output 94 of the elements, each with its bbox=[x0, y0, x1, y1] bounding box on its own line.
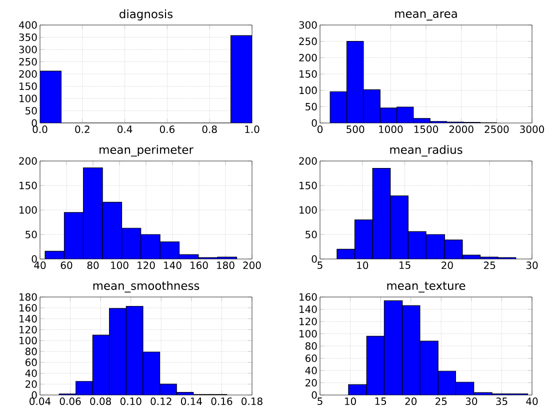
y-tick-label: 100 bbox=[300, 206, 317, 214]
y-tick-label: 100 bbox=[20, 206, 37, 214]
x-tick-label: 0.10 bbox=[120, 398, 142, 406]
y-tick-label: 200 bbox=[299, 157, 317, 165]
x-tick-label: 100 bbox=[111, 262, 128, 270]
y-tick-label: 80 bbox=[25, 348, 37, 356]
x-tick-label: 35 bbox=[496, 398, 508, 406]
y-tick-label: 300 bbox=[19, 46, 37, 54]
y-tick-label: 100 bbox=[300, 86, 317, 94]
y-tick-label: 160 bbox=[20, 304, 37, 312]
x-tick-label: 0.2 bbox=[75, 126, 90, 134]
y-tick-label: 50 bbox=[26, 106, 37, 115]
chart-title: mean_texture bbox=[387, 282, 466, 293]
y-tick-label: 50 bbox=[306, 102, 317, 110]
x-tick-label: 1000 bbox=[379, 126, 403, 134]
x-tick-label: 2500 bbox=[484, 126, 509, 134]
x-tick-label: 0.04 bbox=[30, 398, 51, 406]
x-tick-label: 0.18 bbox=[242, 398, 262, 406]
x-tick-label: 500 bbox=[346, 126, 364, 134]
y-tick-label: 200 bbox=[19, 70, 37, 78]
y-tick-label: 40 bbox=[25, 369, 37, 377]
y-tick-label: 0 bbox=[312, 119, 317, 127]
x-tick-label: 0.14 bbox=[181, 398, 202, 406]
x-tick-label: 140 bbox=[164, 262, 182, 270]
x-tick-label: 20 bbox=[405, 398, 417, 406]
x-tick-label: 0.0 bbox=[32, 126, 48, 134]
y-tick-label: 0 bbox=[312, 255, 317, 263]
x-tick-label: 0.8 bbox=[202, 126, 217, 134]
y-tick-label: 160 bbox=[300, 293, 317, 301]
x-tick-label: 15 bbox=[375, 398, 386, 405]
x-tick-label: 5 bbox=[318, 262, 322, 269]
chart-title: mean_radius bbox=[390, 145, 462, 156]
x-tick-label: 0.06 bbox=[60, 398, 81, 406]
y-tick-label: 400 bbox=[18, 21, 37, 29]
y-tick-label: 0 bbox=[32, 119, 37, 127]
x-tick-label: 10 bbox=[345, 398, 356, 406]
y-tick-label: 200 bbox=[19, 157, 37, 165]
x-tick-label: 10 bbox=[357, 262, 368, 270]
x-tick-label: 15 bbox=[400, 262, 410, 269]
y-tick-label: 50 bbox=[306, 230, 317, 238]
y-tick-label: 200 bbox=[299, 54, 317, 62]
x-tick-label: 2000 bbox=[449, 126, 474, 134]
x-tick-label: 180 bbox=[217, 262, 234, 270]
y-tick-label: 80 bbox=[305, 342, 317, 350]
y-tick-label: 0 bbox=[32, 255, 37, 263]
y-tick-label: 300 bbox=[299, 21, 317, 29]
x-tick-label: 0.4 bbox=[118, 126, 132, 134]
x-tick-label: 1500 bbox=[414, 126, 438, 134]
chart-title: mean_area bbox=[395, 11, 457, 20]
x-tick-label: 0 bbox=[317, 126, 323, 134]
chart-title: diagnosis bbox=[120, 9, 173, 20]
x-tick-label: 0.08 bbox=[90, 398, 111, 406]
x-tick-label: 0.12 bbox=[150, 398, 172, 406]
y-tick-label: 60 bbox=[26, 358, 37, 366]
y-tick-label: 0 bbox=[32, 391, 37, 399]
y-tick-label: 150 bbox=[300, 70, 317, 78]
x-tick-label: 200 bbox=[243, 262, 261, 270]
y-tick-label: 20 bbox=[26, 380, 37, 388]
x-tick-label: 3000 bbox=[520, 126, 544, 134]
x-tick-label: 30 bbox=[526, 262, 538, 270]
y-tick-label: 350 bbox=[19, 33, 37, 42]
y-tick-label: 60 bbox=[306, 354, 317, 362]
x-tick-label: 80 bbox=[87, 262, 99, 270]
x-tick-label: 5 bbox=[318, 398, 322, 405]
x-tick-label: 25 bbox=[436, 398, 447, 406]
y-tick-label: 150 bbox=[20, 82, 37, 90]
y-tick-label: 140 bbox=[20, 314, 37, 323]
y-tick-label: 100 bbox=[20, 94, 37, 102]
y-tick-label: 180 bbox=[20, 293, 37, 301]
y-tick-label: 140 bbox=[300, 305, 317, 314]
y-tick-label: 120 bbox=[300, 318, 317, 326]
y-tick-label: 20 bbox=[306, 378, 317, 387]
y-tick-label: 250 bbox=[299, 38, 317, 46]
y-tick-label: 150 bbox=[300, 182, 317, 190]
y-tick-label: 150 bbox=[20, 182, 37, 190]
x-tick-label: 0.6 bbox=[160, 126, 175, 134]
y-tick-label: 50 bbox=[26, 230, 37, 238]
x-tick-label: 20 bbox=[442, 262, 453, 270]
y-tick-label: 40 bbox=[305, 366, 317, 374]
y-tick-label: 250 bbox=[19, 58, 37, 66]
x-tick-label: 1.0 bbox=[245, 126, 260, 134]
x-tick-label: 160 bbox=[190, 262, 208, 270]
y-tick-label: 100 bbox=[20, 336, 37, 344]
x-tick-label: 40 bbox=[526, 398, 538, 406]
x-tick-label: 30 bbox=[466, 398, 478, 406]
y-tick-label: 0 bbox=[312, 391, 317, 399]
chart-title: mean_smoothness bbox=[93, 281, 200, 292]
y-tick-label: 120 bbox=[20, 326, 37, 334]
chart-title: mean_perimeter bbox=[100, 145, 194, 156]
x-tick-label: 25 bbox=[484, 262, 496, 270]
x-tick-label: 60 bbox=[60, 262, 72, 270]
y-tick-label: 100 bbox=[300, 330, 317, 338]
x-tick-label: 120 bbox=[138, 262, 155, 270]
x-tick-label: 0.16 bbox=[211, 398, 232, 406]
